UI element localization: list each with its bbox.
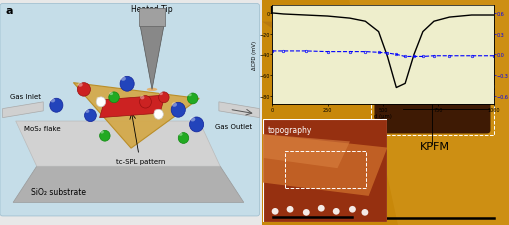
Polygon shape [262, 22, 371, 86]
Ellipse shape [159, 92, 169, 103]
FancyBboxPatch shape [0, 4, 260, 216]
Ellipse shape [50, 99, 63, 113]
Ellipse shape [188, 94, 192, 97]
Ellipse shape [100, 131, 104, 134]
Ellipse shape [272, 208, 278, 215]
Ellipse shape [109, 92, 119, 103]
Text: topography: topography [268, 125, 312, 134]
Ellipse shape [361, 209, 369, 216]
Ellipse shape [179, 133, 183, 136]
Ellipse shape [77, 83, 91, 97]
Ellipse shape [287, 206, 294, 213]
X-axis label: d (μm): d (μm) [374, 113, 392, 118]
Polygon shape [349, 0, 509, 225]
Polygon shape [219, 102, 260, 118]
Text: a: a [5, 6, 13, 16]
Ellipse shape [121, 77, 126, 81]
Ellipse shape [85, 110, 90, 113]
Polygon shape [13, 166, 244, 202]
Ellipse shape [303, 209, 309, 216]
Ellipse shape [333, 208, 340, 215]
Polygon shape [140, 27, 164, 90]
Polygon shape [263, 135, 350, 168]
Polygon shape [73, 83, 199, 148]
Ellipse shape [140, 96, 145, 100]
Text: SiO₂ substrate: SiO₂ substrate [32, 187, 87, 196]
Bar [371, 83, 494, 135]
Y-axis label: ΔCPD (mV): ΔCPD (mV) [252, 41, 257, 70]
Ellipse shape [78, 83, 82, 87]
Bar [285, 151, 366, 188]
Polygon shape [16, 122, 220, 166]
Ellipse shape [318, 205, 325, 212]
Ellipse shape [187, 94, 198, 104]
Ellipse shape [109, 92, 113, 96]
Polygon shape [100, 96, 165, 118]
Polygon shape [3, 102, 43, 118]
Ellipse shape [154, 110, 163, 120]
Ellipse shape [349, 206, 356, 213]
Text: tc-SPL pattern: tc-SPL pattern [116, 159, 165, 165]
Text: KPFM: KPFM [420, 142, 450, 152]
Polygon shape [139, 9, 165, 27]
Ellipse shape [147, 88, 157, 92]
Ellipse shape [97, 97, 100, 100]
Ellipse shape [172, 103, 177, 107]
Text: b: b [270, 6, 277, 16]
Ellipse shape [189, 117, 204, 132]
Polygon shape [263, 135, 387, 196]
Ellipse shape [84, 110, 96, 122]
Ellipse shape [171, 103, 185, 118]
Ellipse shape [50, 99, 55, 103]
Ellipse shape [159, 92, 163, 96]
Text: Heated Tip: Heated Tip [131, 4, 173, 13]
Ellipse shape [100, 131, 110, 142]
Ellipse shape [139, 96, 151, 108]
Text: Gas Outlet: Gas Outlet [214, 123, 251, 129]
Ellipse shape [190, 117, 195, 122]
Ellipse shape [120, 77, 134, 92]
Ellipse shape [154, 110, 158, 113]
Text: MoS₂ flake: MoS₂ flake [23, 125, 60, 131]
Text: Gas Inlet: Gas Inlet [11, 94, 42, 100]
Ellipse shape [96, 97, 106, 107]
FancyBboxPatch shape [375, 84, 491, 134]
Ellipse shape [178, 133, 189, 144]
